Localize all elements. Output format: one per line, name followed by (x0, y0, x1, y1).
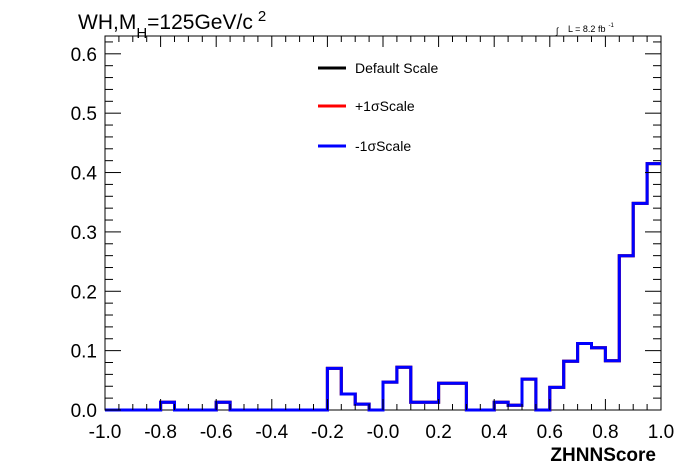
x-tick-label: -0.6 (200, 422, 233, 443)
y-tick-label: 0.2 (71, 282, 97, 303)
title-subscript: H (136, 25, 147, 42)
x-tick-label: 0.8 (592, 422, 618, 443)
chart-title: WH,MH=125GeV/c 2 (78, 8, 266, 42)
lumi-superscript: -1 (608, 23, 614, 29)
x-tick-label: 0.6 (537, 422, 563, 443)
x-tick-label: -0.2 (311, 422, 344, 443)
y-tick-label: 0.1 (71, 342, 97, 363)
y-tick-label: 0.3 (71, 223, 97, 244)
x-tick-label: 0.4 (481, 422, 508, 443)
legend-entry-label: -1σScale (355, 138, 411, 154)
y-tick-label: 0.5 (71, 104, 97, 125)
title-main: WH,M (78, 11, 136, 34)
y-tick-label: 0.6 (71, 45, 97, 66)
lumi-label: L = 8.2 fb -1 (568, 23, 614, 34)
x-tick-label: -0.0 (367, 422, 400, 443)
x-tick-label: 0.2 (425, 422, 451, 443)
title-rest: =125GeV/c (147, 11, 253, 34)
x-tick-label: 1.0 (648, 422, 674, 443)
y-tick-label: 0.0 (71, 401, 97, 422)
legend-entry-label: +1σScale (355, 98, 415, 114)
y-tick-label: 0.4 (71, 164, 98, 185)
x-tick-label: -1.0 (89, 422, 122, 443)
legend-entry-label: Default Scale (355, 60, 438, 76)
x-tick-label: -0.8 (144, 422, 177, 443)
lumi-value: L = 8.2 fb (568, 24, 605, 34)
lumi-integral-symbol: ∫ (555, 26, 560, 36)
x-axis-title: ZHNNScore (550, 445, 656, 466)
x-tick-label: -0.4 (255, 422, 288, 443)
title-superscript: 2 (258, 8, 266, 25)
